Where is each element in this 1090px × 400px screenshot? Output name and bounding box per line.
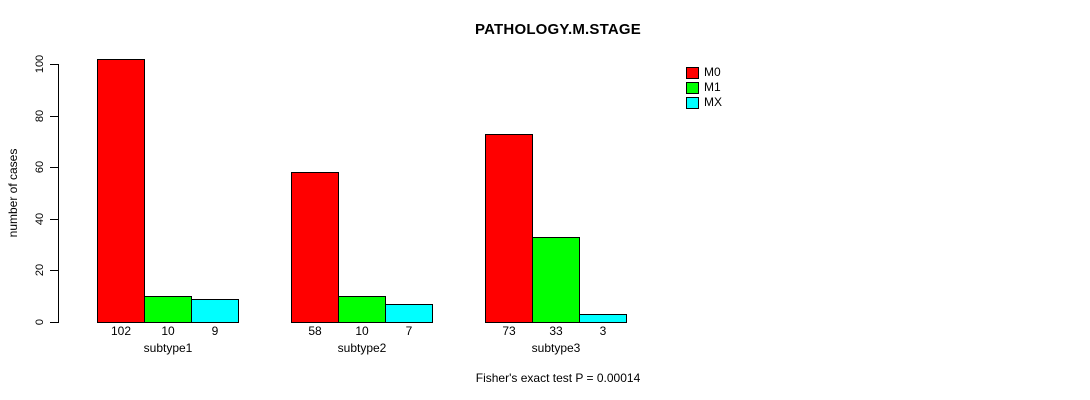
legend-label-m1: M1 [704,80,721,94]
y-axis-tick-label: 20 [34,263,46,277]
y-axis-tick-label: 60 [34,160,46,174]
legend-item-m0: M0 [686,65,722,80]
bar-value-label: 10 [161,324,175,338]
y-axis-tick [50,167,58,168]
bar-value-label: 58 [308,324,322,338]
x-axis-category-label: subtype2 [337,341,387,355]
x-axis-category-label: subtype1 [143,341,193,355]
fisher-test-annotation: Fisher's exact test P = 0.00014 [475,371,641,385]
bar-value-label: 73 [502,324,516,338]
bar-mx-subtype3 [579,314,627,323]
legend-swatch-mx [686,96,699,109]
legend-swatch-m1 [686,81,699,94]
bar-value-label: 3 [599,324,607,338]
bar-mx-subtype2 [385,304,433,323]
bar-m0-subtype3 [485,134,533,323]
bar-m0-subtype1 [97,59,145,323]
bar-m1-subtype3 [532,237,580,323]
legend-swatch-m0 [686,66,699,79]
bar-mx-subtype1 [191,299,239,323]
y-axis-title: number of cases [6,148,20,238]
y-axis-tick [50,322,58,323]
y-axis-tick [50,219,58,220]
bar-value-label: 10 [355,324,369,338]
bar-m1-subtype2 [338,296,386,323]
x-axis-category-label: subtype3 [531,341,581,355]
bar-m0-subtype2 [291,172,339,323]
bar-value-label: 102 [110,324,132,338]
bar-value-label: 33 [549,324,563,338]
y-axis-tick [50,270,58,271]
bar-m1-subtype1 [144,296,192,323]
y-axis-tick-label: 80 [34,109,46,123]
bar-value-label: 7 [405,324,413,338]
y-axis-tick-label: 100 [34,54,46,74]
legend-item-mx: MX [686,95,722,110]
bar-value-label: 9 [211,324,219,338]
y-axis-tick-label: 0 [34,318,46,326]
y-axis-tick [50,64,58,65]
y-axis-tick-label: 40 [34,212,46,226]
chart-title: PATHOLOGY.M.STAGE [475,21,641,38]
legend-label-m0: M0 [704,65,721,79]
legend-label-mx: MX [704,95,722,109]
y-axis-line [58,64,59,323]
legend: M0 M1 MX [686,65,722,110]
y-axis-tick [50,116,58,117]
legend-item-m1: M1 [686,80,722,95]
